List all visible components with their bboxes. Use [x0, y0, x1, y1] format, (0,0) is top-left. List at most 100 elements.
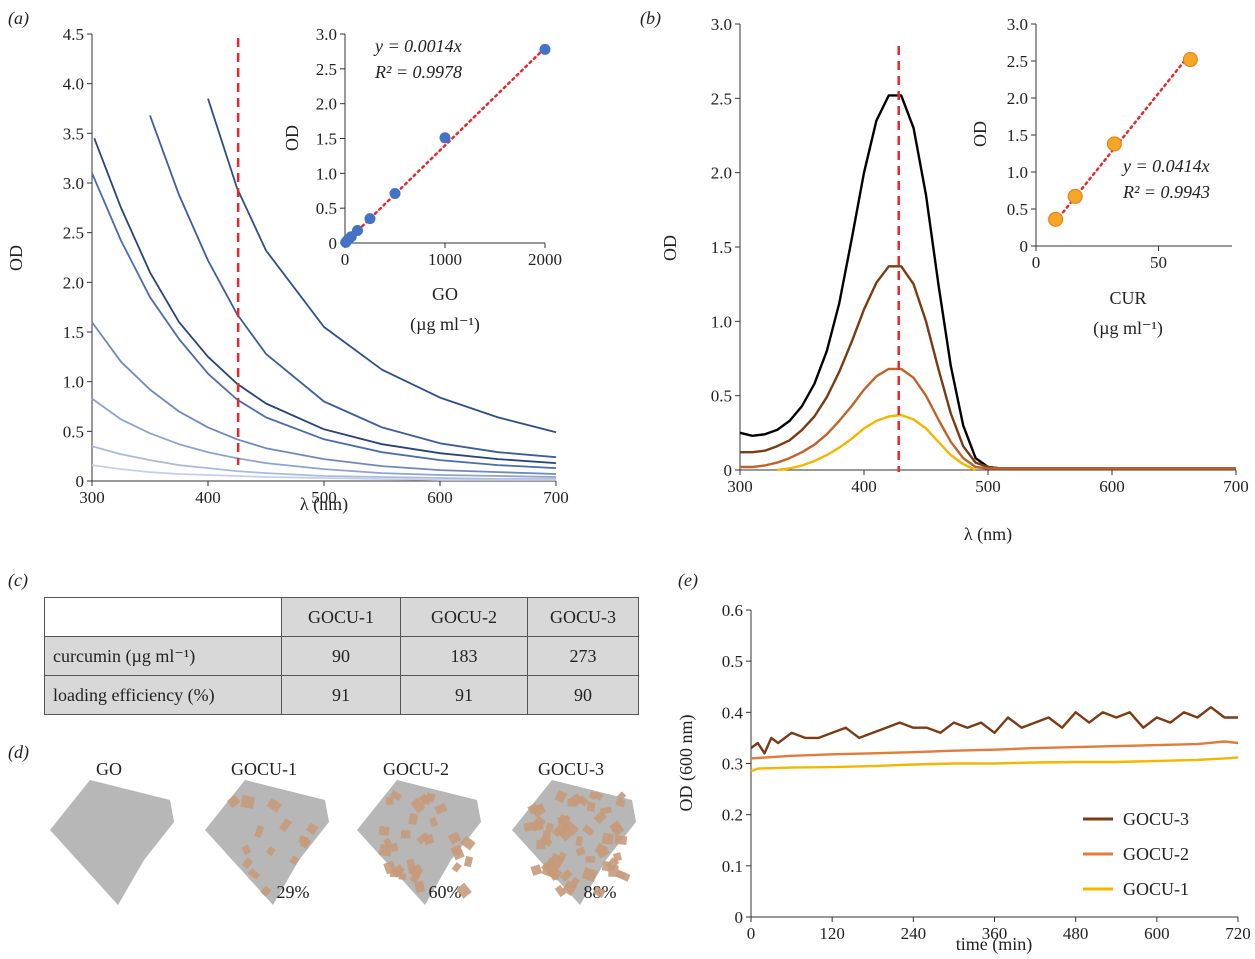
curcumin-patch: [588, 790, 598, 800]
curcumin-patch: [557, 814, 571, 826]
curcumin-patch: [260, 885, 272, 897]
x-axis-title: time (min): [956, 934, 1032, 955]
curcumin-patch: [616, 869, 631, 882]
table-header-row: GOCU-1 GOCU-2 GOCU-3: [44, 597, 639, 637]
curcumin-patch: [414, 880, 426, 894]
curcumin-patch: [463, 855, 474, 868]
y-axis-title: OD: [660, 235, 680, 261]
curcumin-patch: [556, 851, 567, 864]
curcumin-patch: [398, 873, 407, 881]
table-cell: 273: [527, 636, 639, 676]
x-tick-label: 400: [851, 477, 877, 496]
curcumin-patch: [289, 855, 300, 866]
y-tick-label: 1.5: [63, 323, 84, 342]
table-row: loading efficiency (%) 91 91 90: [44, 675, 639, 715]
data-point: [352, 224, 363, 236]
x-tick-label: 0: [747, 924, 756, 943]
y-tick-label: 2.0: [711, 164, 732, 183]
curcumin-patch: [240, 795, 255, 809]
curcumin-patch: [612, 852, 623, 862]
y-tick-label: 3.0: [711, 15, 732, 34]
flake-label: GOCU-2: [383, 759, 449, 779]
x-axis-title: λ (nm): [964, 524, 1012, 545]
y-tick-label: 0.6: [722, 601, 743, 620]
x-tick-label: 500: [311, 488, 337, 507]
y-tick-label: 3.5: [63, 124, 84, 143]
y-tick-label: 0.5: [722, 652, 743, 671]
curcumin-patch: [429, 816, 439, 828]
curcumin-patch: [530, 864, 543, 876]
loading-table: GOCU-1 GOCU-2 GOCU-3 curcumin (µg ml⁻¹) …: [44, 597, 639, 715]
curcumin-patch: [596, 846, 610, 859]
flake-label: GO: [96, 759, 122, 779]
graphene-flake: [50, 780, 174, 905]
curcumin-patch: [575, 846, 586, 857]
curcumin-patch: [593, 810, 607, 825]
x-axis-title: CUR: [1109, 288, 1146, 308]
cur-spectrum-line-2: [740, 265, 1236, 470]
table-row: curcumin (µg ml⁻¹) 90 183 273: [44, 636, 639, 676]
curcumin-patch: [434, 803, 448, 815]
curcumin-patch: [460, 835, 476, 851]
legend-label: GOCU-3: [1123, 809, 1189, 829]
table-cell: 90: [281, 636, 401, 676]
y-tick-label: 4.0: [63, 75, 84, 94]
curcumin-patch: [408, 813, 419, 826]
panel-label-c: (c): [8, 570, 28, 590]
go-spectrum-line-7: [91, 445, 556, 480]
y-tick-label: 1.0: [316, 164, 337, 183]
curcumin-patch: [456, 882, 472, 899]
curcumin-patch: [600, 806, 612, 815]
y-tick-label: 0.5: [711, 387, 732, 406]
y-tick-label: 0: [329, 234, 338, 253]
curcumin-patch: [305, 822, 319, 836]
y-tick-label: 0.4: [722, 703, 744, 722]
y-tick-label: 0.5: [63, 422, 84, 441]
table-header-gocu2: GOCU-2: [400, 597, 528, 637]
x-tick-label: 500: [975, 477, 1001, 496]
y-axis-title: OD (600 nm): [676, 715, 697, 812]
curcumin-patch: [614, 834, 628, 846]
y-tick-label: 1.5: [316, 130, 337, 149]
x-tick-label: 120: [819, 924, 845, 943]
curcumin-patch: [418, 793, 430, 805]
flake-label: GOCU-1: [231, 759, 297, 779]
curcumin-patch: [554, 789, 568, 804]
curcumin-patch: [536, 839, 546, 850]
x-tick-label: 2000: [528, 250, 562, 269]
curcumin-patch: [408, 865, 423, 880]
y-tick-label: 0.2: [722, 806, 743, 825]
curcumin-patch: [615, 798, 626, 808]
curcumin-patch: [383, 837, 393, 849]
curcumin-patch: [266, 797, 282, 813]
go-spectrum-line-4: [91, 172, 557, 469]
go-spectrum-line-2: [149, 115, 557, 459]
table-header-gocu1: GOCU-1: [281, 597, 401, 637]
x-tick-label: 600: [1099, 477, 1125, 496]
data-point: [1067, 188, 1083, 204]
x-tick-label: 600: [427, 488, 453, 507]
y-tick-label: 0: [735, 908, 744, 927]
y-axis-title: OD: [6, 245, 26, 271]
go-spectrum-line-8: [91, 464, 556, 481]
cur-spectrum-line-3: [740, 367, 1236, 470]
curcumin-patch: [447, 831, 462, 845]
curcumin-patch: [539, 835, 553, 847]
curcumin-patch: [616, 791, 627, 801]
flake-coverage-label: 29%: [277, 882, 310, 902]
curcumin-patch: [556, 824, 574, 842]
y-tick-label: 0.1: [722, 857, 743, 876]
curcumin-patch: [390, 863, 405, 878]
y-tick-label: 0.5: [1007, 200, 1028, 219]
curcumin-patch: [227, 794, 241, 809]
table-cell: 90: [527, 675, 639, 715]
y-tick-label: 0: [724, 461, 733, 480]
fit-equation: y = 0.0014x: [373, 36, 462, 56]
data-point: [439, 132, 451, 144]
curcumin-patch: [409, 873, 420, 884]
x-axis-unit: (µg ml⁻¹): [410, 314, 480, 335]
curcumin-patch: [400, 830, 411, 839]
curcumin-patch: [386, 796, 394, 805]
go-spectrum-line-6: [91, 397, 557, 478]
data-point: [1106, 136, 1122, 152]
